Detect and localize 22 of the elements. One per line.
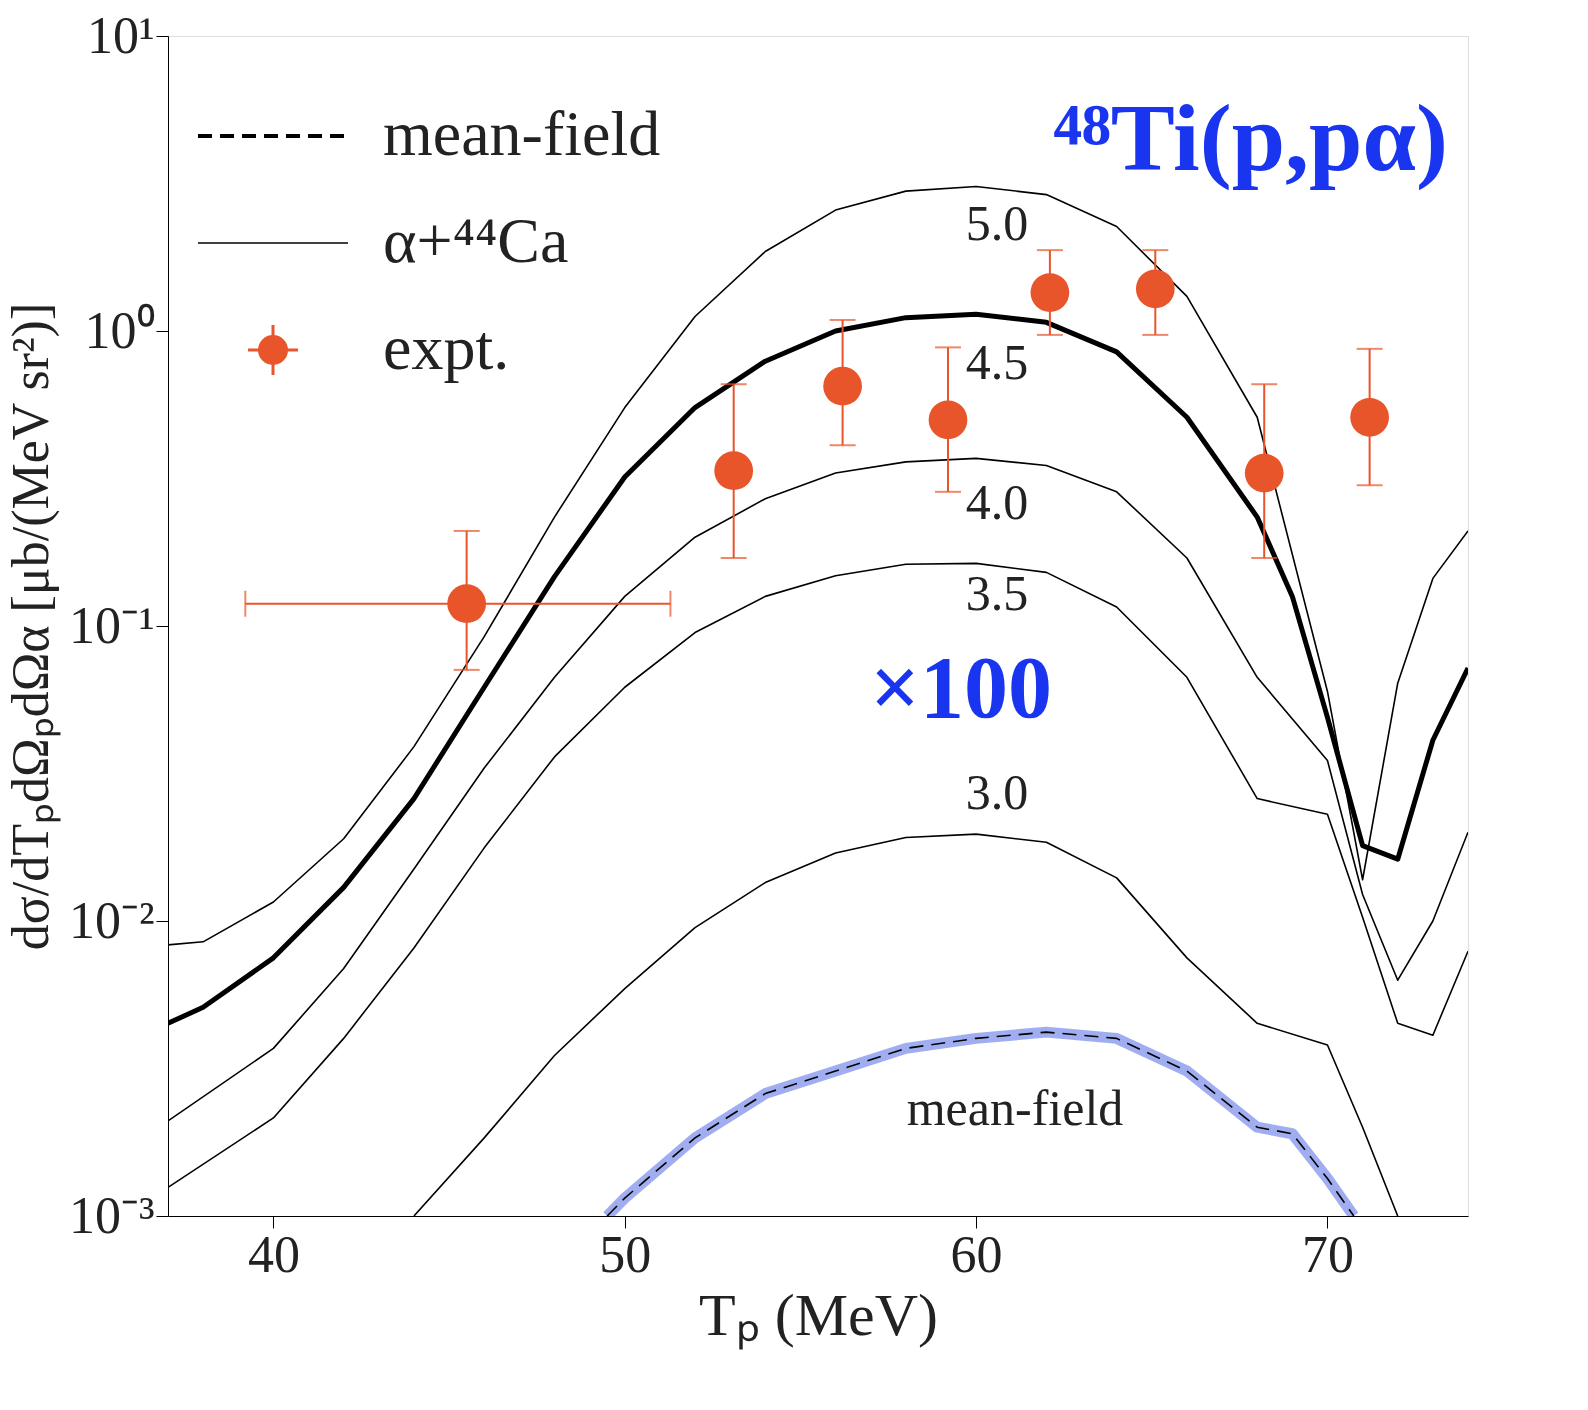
legend-label: mean-field — [383, 98, 661, 169]
annotation: 5.0 — [965, 195, 1029, 251]
y-tick-label: 10⁻² — [68, 891, 155, 949]
annotation: 3.5 — [965, 565, 1029, 621]
x-tick-label: 60 — [950, 1225, 1003, 1283]
x-tick-label: 50 — [599, 1225, 652, 1283]
x-tick-label: 40 — [247, 1225, 300, 1283]
y-axis-title: dσ/dTₚdΩₚdΩα [μb/(MeV sr²)] — [1, 302, 61, 951]
y-tick-label: 10¹ — [86, 6, 155, 64]
text: ⁴⁸Ti(p,pα) — [1053, 84, 1448, 191]
x-axis-title: Tₚ (MeV) — [699, 1281, 938, 1350]
annotation: 4.0 — [965, 474, 1029, 530]
annotation: 3.0 — [965, 764, 1029, 820]
y-tick-label: 10⁰ — [84, 301, 155, 359]
legend-label: expt. — [383, 312, 510, 383]
x-tick-label: 70 — [1301, 1225, 1354, 1283]
y-tick-label: 10⁻¹ — [68, 596, 155, 654]
annotation: ×100 — [869, 638, 1053, 736]
legend-label: α+⁴⁴Ca — [383, 205, 569, 276]
y-tick-label: 10⁻³ — [68, 1186, 155, 1244]
annotation: mean-field — [906, 1080, 1124, 1136]
annotation: 4.5 — [965, 334, 1029, 390]
